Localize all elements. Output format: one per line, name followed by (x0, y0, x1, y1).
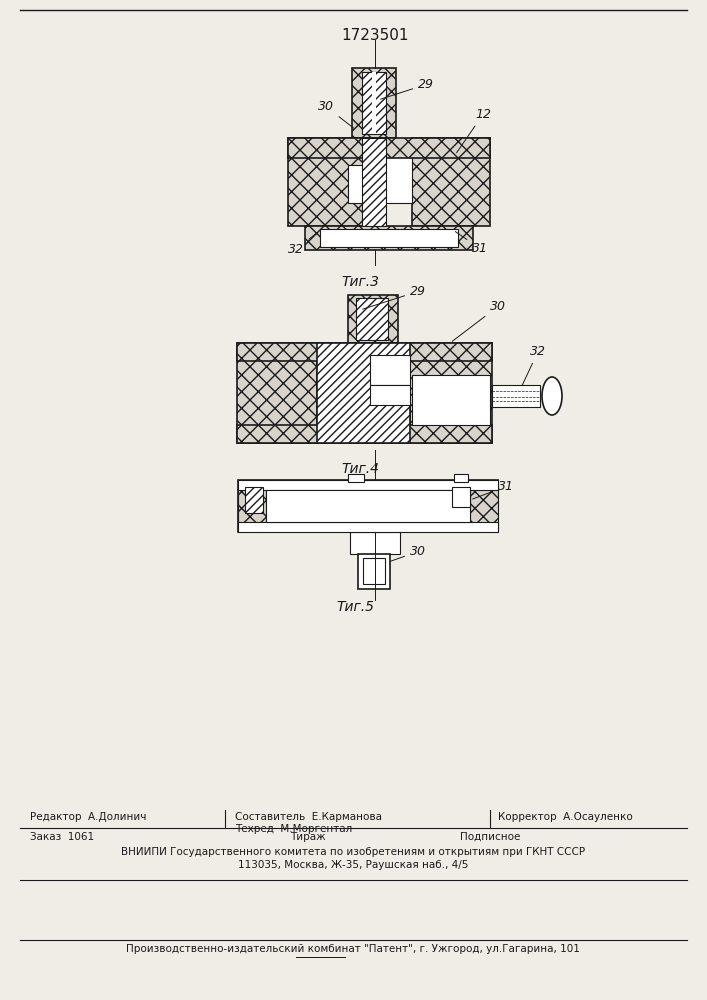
Text: 31: 31 (455, 232, 488, 255)
Bar (288, 138, 490, 158)
Text: Тираж: Тираж (290, 832, 326, 842)
Bar (370, 385, 410, 405)
Bar (320, 229, 458, 247)
Text: 12: 12 (457, 108, 491, 153)
Bar (348, 474, 364, 482)
Bar (238, 483, 266, 529)
Bar (266, 490, 470, 522)
Bar (317, 343, 410, 443)
Bar (238, 480, 498, 490)
Text: Τиг.3: Τиг.3 (341, 275, 379, 289)
Text: 30: 30 (318, 100, 354, 128)
Text: 1723501: 1723501 (341, 27, 409, 42)
Text: 113035, Москва, Ж-35, Раушская наб., 4/5: 113035, Москва, Ж-35, Раушская наб., 4/5 (238, 860, 468, 870)
Bar (452, 487, 470, 507)
Bar (305, 226, 473, 250)
Bar (245, 487, 263, 513)
Bar (352, 68, 396, 138)
Bar (492, 385, 540, 407)
Text: Корректор  А.Осауленко: Корректор А.Осауленко (498, 812, 633, 822)
Bar (410, 343, 492, 443)
Bar (412, 375, 490, 425)
Text: 29: 29 (380, 78, 434, 99)
Bar (348, 165, 376, 203)
Bar (363, 558, 385, 584)
Text: 30: 30 (452, 300, 506, 341)
Text: ВНИИПИ Государственного комитета по изобретениям и открытиям при ГКНТ СССР: ВНИИПИ Государственного комитета по изоб… (121, 847, 585, 857)
Text: Заказ  1061: Заказ 1061 (30, 832, 94, 842)
Text: 30: 30 (382, 545, 426, 564)
Bar (237, 425, 492, 443)
Text: Τиг.5: Τиг.5 (336, 600, 374, 614)
Text: 29: 29 (363, 285, 426, 309)
Bar (237, 343, 317, 443)
Bar (358, 554, 390, 589)
Bar (362, 72, 386, 134)
Text: 31: 31 (472, 480, 514, 499)
Bar (372, 72, 376, 134)
Text: Редактор  А.Долинич: Редактор А.Долинич (30, 812, 146, 822)
Ellipse shape (542, 377, 562, 415)
Text: 32: 32 (521, 345, 546, 387)
Bar (237, 343, 492, 361)
Text: Подписное: Подписное (460, 832, 520, 842)
Text: Составитель  Е.Карманова: Составитель Е.Карманова (235, 812, 382, 822)
Bar (412, 138, 490, 226)
Bar (238, 480, 498, 532)
Bar (356, 298, 388, 340)
Bar (288, 138, 376, 226)
Text: 32: 32 (288, 234, 316, 256)
Bar (238, 522, 498, 532)
Bar (348, 295, 398, 343)
Bar (350, 532, 400, 554)
Bar (454, 474, 468, 482)
Bar (370, 355, 410, 385)
Bar (376, 155, 412, 203)
Text: Техред  М.Моргентал: Техред М.Моргентал (235, 824, 352, 834)
Text: Τиг.4: Τиг.4 (341, 462, 379, 476)
Bar (362, 138, 386, 226)
Bar (470, 483, 498, 529)
Text: Производственно-издательский комбинат "Патент", г. Ужгород, ул.Гагарина, 101: Производственно-издательский комбинат "П… (126, 944, 580, 954)
